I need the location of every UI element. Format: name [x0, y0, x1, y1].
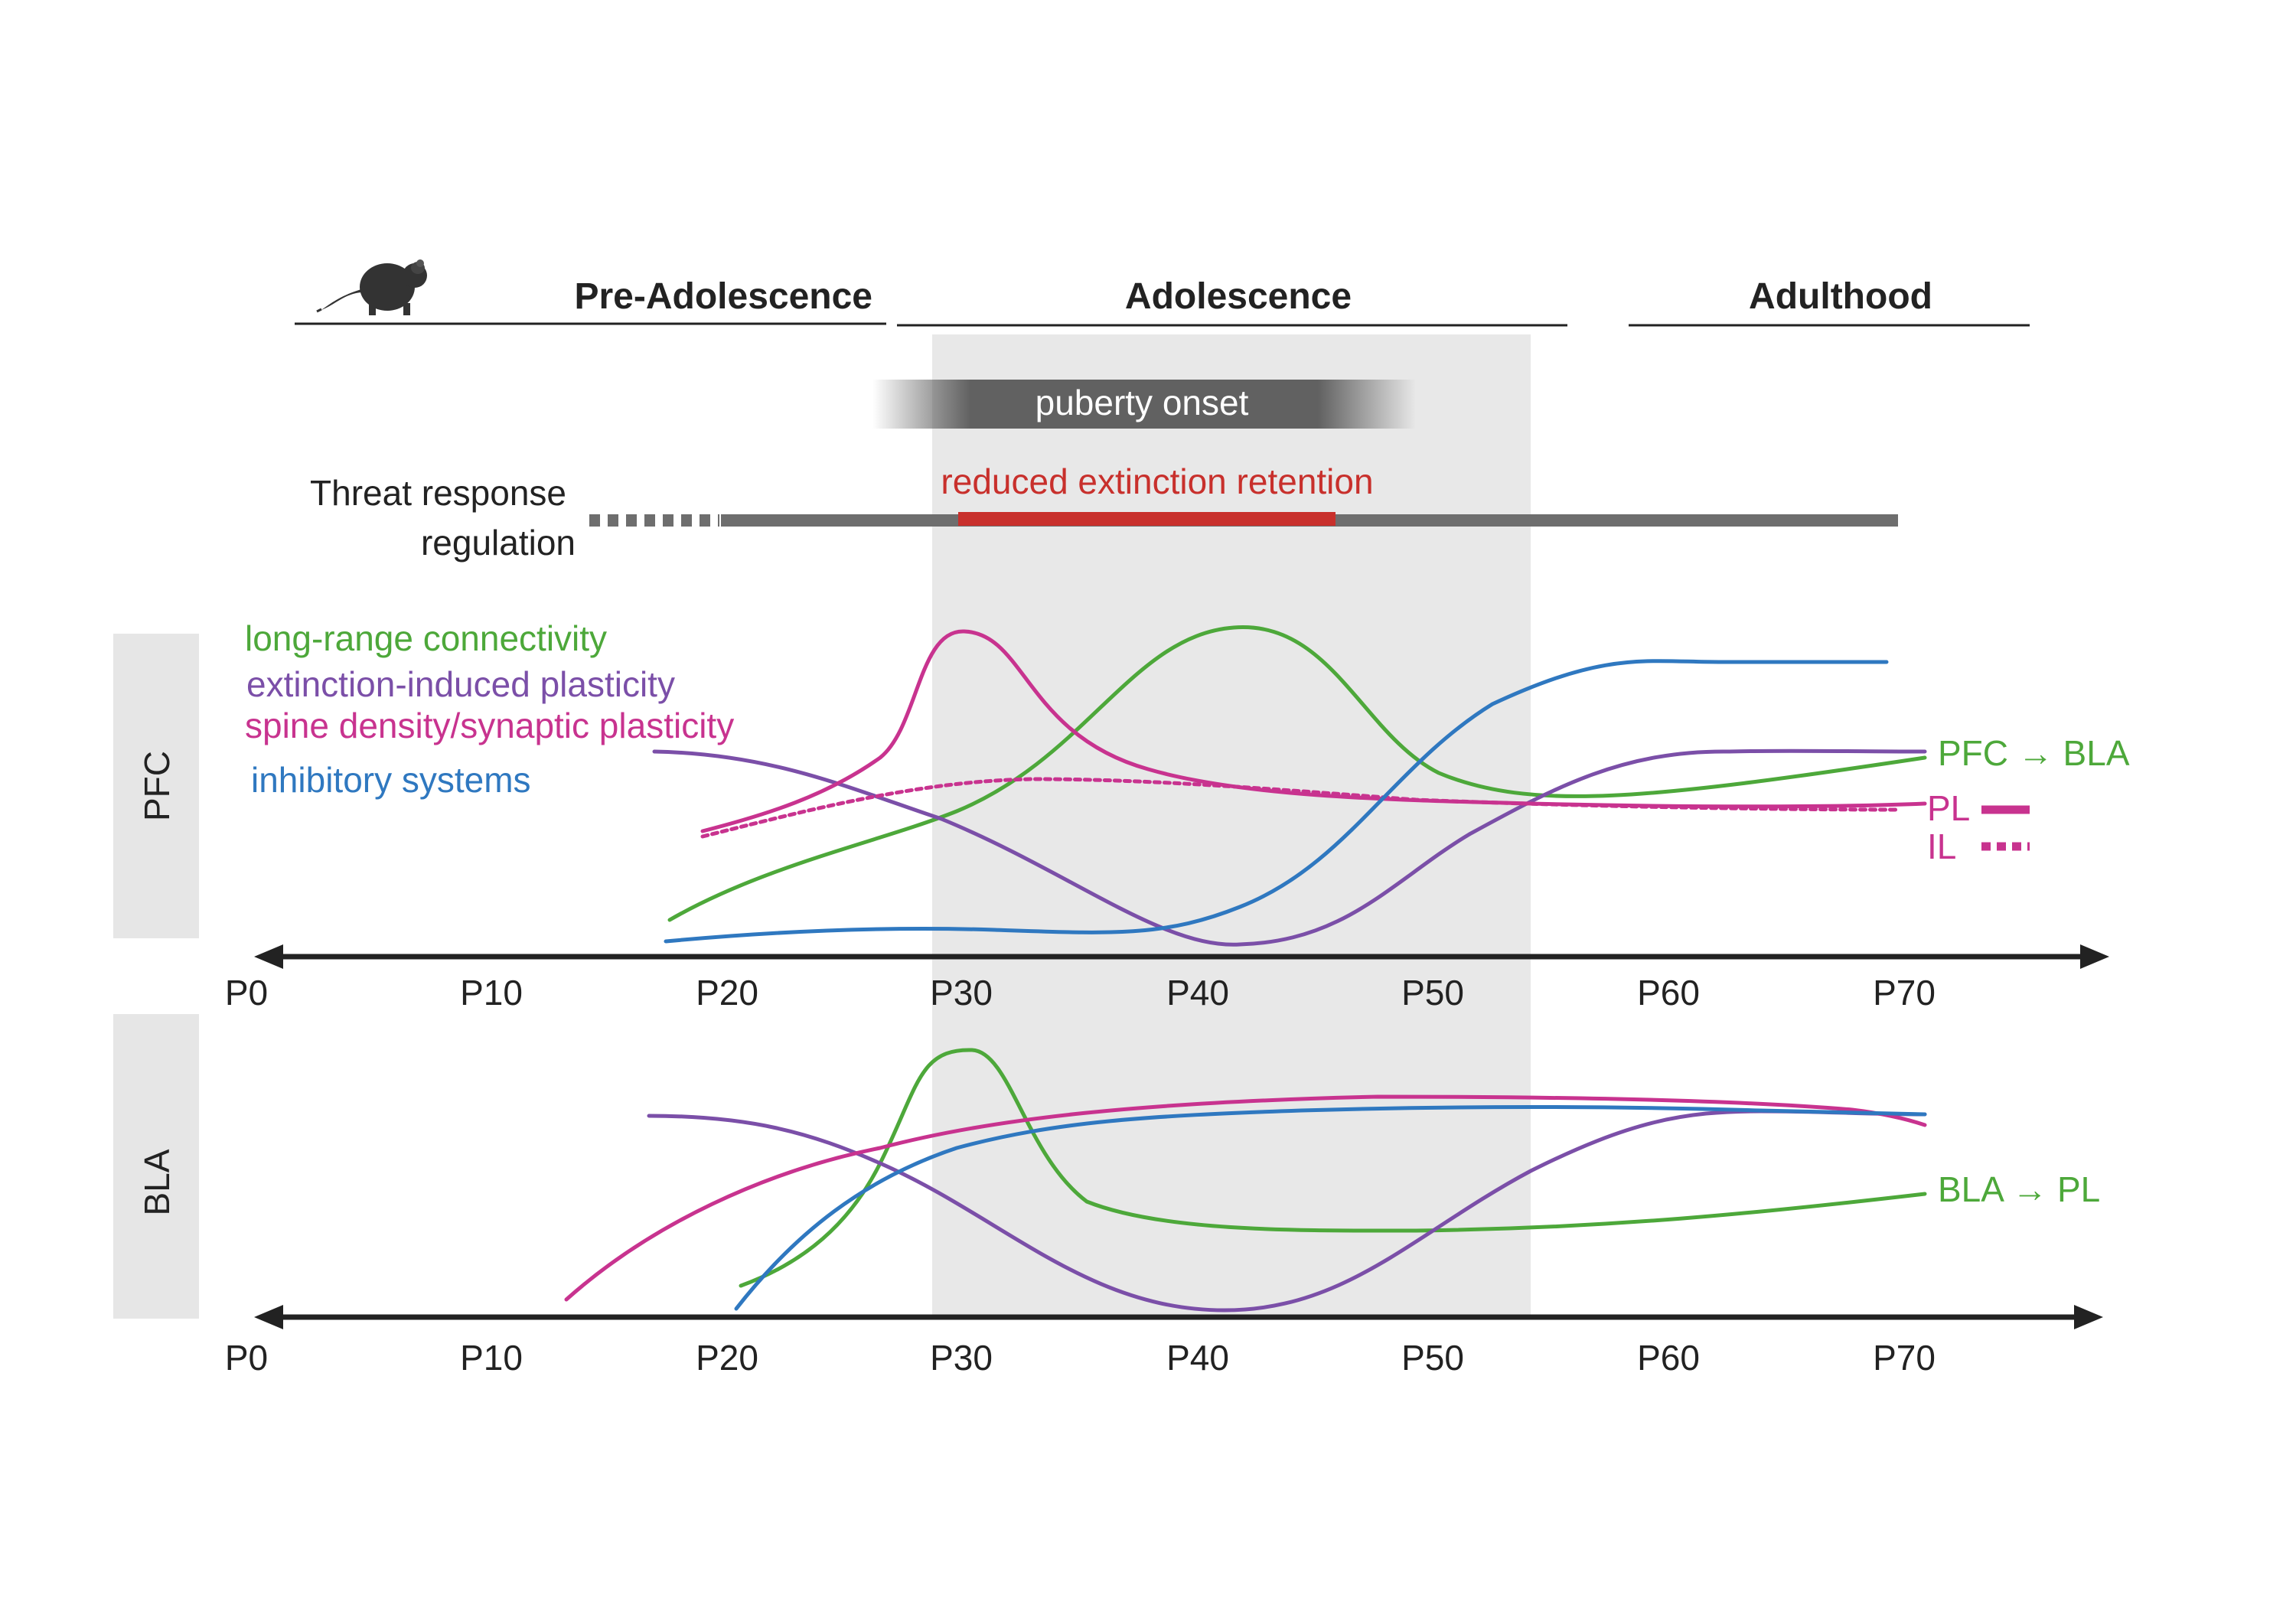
bla-tick-label: P30 [930, 1338, 993, 1378]
legend-spine-density: spine density/synaptic plasticity [245, 706, 734, 745]
pfc-axis-ticks: P0 P10 P20 P30 P40 P50 P60 P70 [225, 973, 1936, 1013]
il-label: IL [1927, 827, 1956, 866]
pfc-tick-label: P40 [1166, 973, 1229, 1013]
stage-adulthood: Adulthood [1749, 276, 1932, 317]
pfc-tick-label: P60 [1637, 973, 1700, 1013]
bla-tick-label: P40 [1166, 1338, 1229, 1378]
reduced-extinction-label: reduced extinction retention [941, 461, 1373, 501]
bla-tick-label: P0 [225, 1338, 268, 1378]
bla-tick-label: P60 [1637, 1338, 1700, 1378]
bla-tick-label: P20 [696, 1338, 758, 1378]
bla-to-pl-label: BLA → PL [1938, 1169, 2100, 1209]
pfc-to-bla-label: PFC → BLA [1938, 733, 2130, 773]
stage-adolescence: Adolescence [1125, 276, 1352, 317]
pfc-extinction-plasticity-curve [652, 748, 1927, 947]
legend-inhibitory-systems: inhibitory systems [251, 760, 531, 800]
pfc-tick-label: P70 [1873, 973, 1936, 1013]
pfc-inhibitory-systems-curve [664, 659, 1889, 944]
pfc-panel-tab [113, 634, 199, 938]
bla-time-axis [254, 1305, 2103, 1329]
pl-label: PL [1927, 788, 1970, 828]
mouse-icon [316, 259, 427, 315]
bla-tick-label: P70 [1873, 1338, 1936, 1378]
bla-axis-ticks: P0 P10 P20 P30 P40 P50 P60 P70 [225, 1338, 1936, 1378]
adolescence-band [932, 334, 1531, 1318]
legend-long-range-connectivity: long-range connectivity [245, 618, 607, 658]
pfc-spine-density-pl-curve [700, 629, 1927, 833]
pfc-tick-label: P0 [225, 973, 268, 1013]
bla-tick-label: P10 [460, 1338, 523, 1378]
threat-label-line1: Threat response [310, 473, 566, 513]
bla-spine-density-curve [564, 1094, 1927, 1302]
pfc-tick-label: P10 [460, 973, 523, 1013]
puberty-onset-bar [872, 380, 1416, 429]
pfc-tick-label: P30 [930, 973, 993, 1013]
bla-panel-tab [113, 1014, 199, 1319]
pfc-tick-label: P20 [696, 973, 758, 1013]
threat-label-line2: regulation [421, 523, 576, 563]
bla-inhibitory-systems-curve [734, 1105, 1927, 1311]
pfc-panel-label: PFC [137, 751, 177, 821]
pfc-long-range-connectivity-curve [667, 625, 1927, 922]
puberty-onset-label: puberty onset [1035, 383, 1249, 422]
pfc-tick-label: P50 [1401, 973, 1464, 1013]
bla-tick-label: P50 [1401, 1338, 1464, 1378]
bla-panel-label: BLA [137, 1149, 177, 1215]
pfc-spine-density-il-curve [700, 777, 1900, 839]
legend-extinction-induced-plasticity: extinction-induced plasticity [246, 664, 675, 704]
stage-pre-adolescence: Pre-Adolescence [574, 276, 872, 317]
pfc-time-axis [254, 944, 2109, 969]
